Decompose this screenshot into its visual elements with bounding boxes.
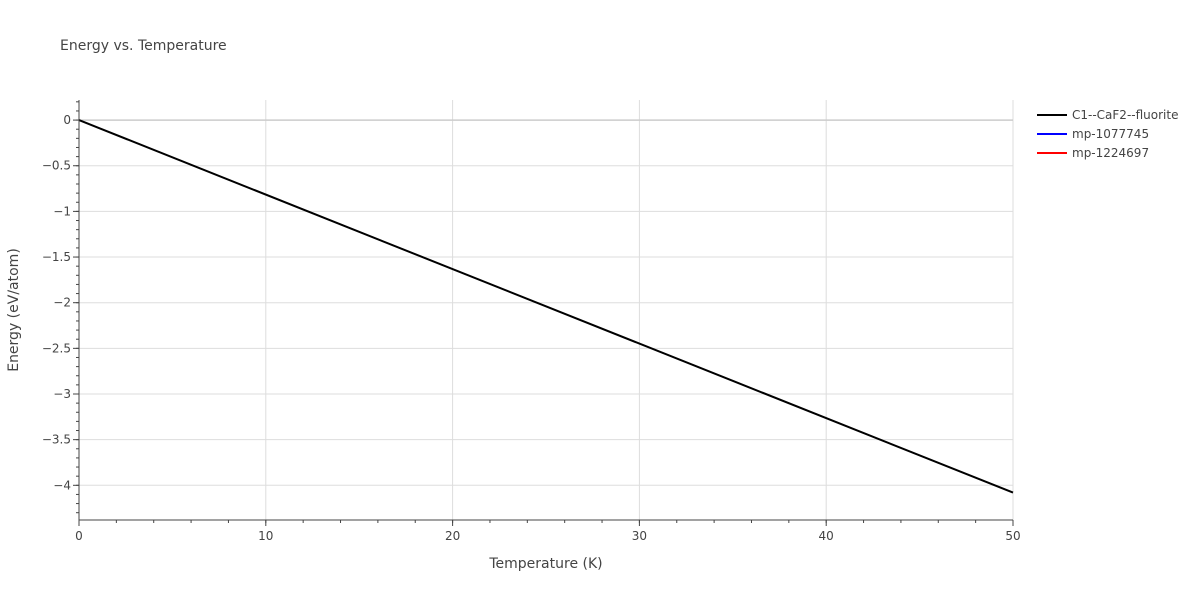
- x-tick-label: 50: [1005, 529, 1020, 543]
- x-tick-label: 20: [445, 529, 460, 543]
- x-tick-label: 10: [258, 529, 273, 543]
- y-axis-title: Energy (eV/atom): [6, 248, 22, 372]
- series-line: [78, 119, 1014, 494]
- y-tick-label: 0: [63, 113, 71, 127]
- legend-label: mp-1224697: [1072, 146, 1149, 160]
- series-layer: [78, 119, 1014, 494]
- y-tick-label: −2.5: [42, 341, 71, 355]
- y-tick-label: −3: [53, 387, 71, 401]
- legend-label: mp-1077745: [1072, 127, 1149, 141]
- axes-layer: 0 10 20 30 40 50 0 −0.5 −1 −1.5 −2 −2.5 −3 −3.5 −4: [42, 100, 1021, 543]
- x-tick-label: 0: [75, 529, 83, 543]
- chart-title: Energy vs. Temperature: [60, 38, 227, 54]
- y-tick-label: −2: [53, 296, 71, 310]
- legend: C1--CaF2--fluorite mp-1077745 mp-1224697: [1037, 108, 1178, 160]
- y-tick-label: −1.5: [42, 250, 71, 264]
- y-tick-label: −4: [53, 478, 71, 492]
- y-tick-label: −0.5: [42, 159, 71, 173]
- x-tick-label: 40: [819, 529, 834, 543]
- y-tick-label: −3.5: [42, 433, 71, 447]
- grid-layer: [78, 100, 1014, 520]
- x-axis-title: Temperature (K): [488, 556, 602, 572]
- legend-label: C1--CaF2--fluorite: [1072, 108, 1178, 122]
- x-tick-label: 30: [632, 529, 647, 543]
- y-tick-label: −1: [53, 204, 71, 218]
